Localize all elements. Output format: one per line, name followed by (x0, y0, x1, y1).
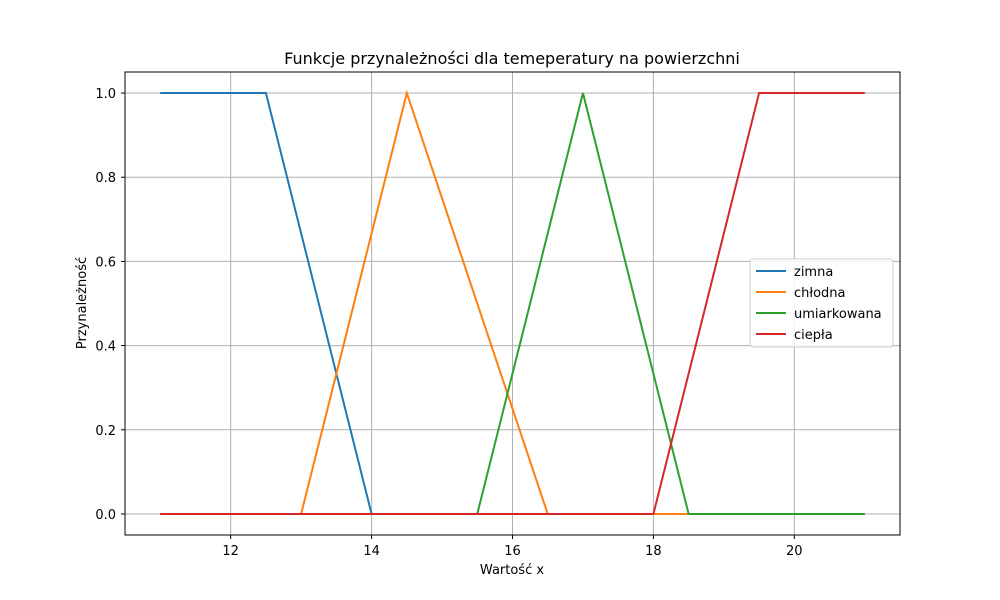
legend: zimna chłodna umiarkowana ciepła (749, 258, 894, 348)
legend-label: chłodna (794, 286, 846, 301)
x-tick-label: 14 (363, 544, 380, 559)
x-tick-label: 16 (504, 544, 521, 559)
x-axis-label: Wartość x (480, 563, 544, 578)
legend-label: ciepła (794, 328, 833, 343)
series-line-ciepła (160, 92, 865, 515)
y-tick-label: 0.0 (95, 508, 116, 523)
legend-label: zimna (794, 265, 833, 280)
x-tick-label: 18 (645, 544, 662, 559)
y-tick-label: 0.2 (95, 424, 116, 439)
legend-box (749, 258, 894, 348)
y-tick-label: 0.6 (95, 255, 116, 270)
y-tick-label: 0.4 (95, 340, 116, 355)
y-axis: 0.0 0.2 0.4 0.6 0.8 1.0 (95, 87, 125, 523)
series-layer (160, 89, 865, 515)
x-tick-label: 20 (786, 544, 803, 559)
y-axis-label: Przynależność (75, 257, 90, 349)
y-tick-label: 0.8 (95, 171, 116, 186)
x-axis: 12 14 16 18 20 (222, 535, 803, 559)
legend-label: umiarkowana (794, 307, 882, 322)
chart-title: Funkcje przynależności dla temeperatury … (284, 49, 740, 68)
y-tick-label: 1.0 (95, 87, 116, 102)
x-tick-label: 12 (222, 544, 239, 559)
